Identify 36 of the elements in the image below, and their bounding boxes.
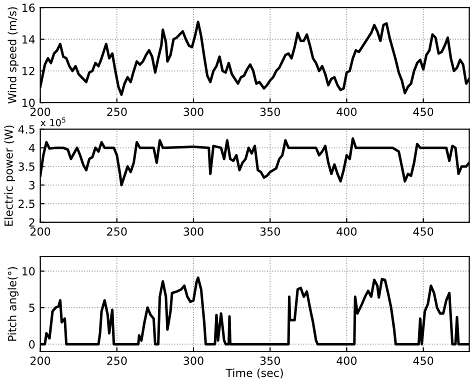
x-tick-label: 400 [336, 227, 357, 236]
x-tick-label: 250 [107, 108, 127, 116]
y-tick-label: 10 [22, 267, 35, 276]
text: x 10$^{5}$ [40, 117, 66, 126]
x-tick-label: 200 [30, 108, 50, 116]
y-axis-title: Pitch angle(°) [8, 267, 19, 341]
x-tick-label: 400 [336, 356, 357, 365]
x-tick-label: 200 [30, 356, 50, 365]
y-tick-label: 14 [22, 35, 35, 44]
x-tick-label: 300 [184, 108, 204, 116]
x-tick-label: 250 [107, 356, 127, 365]
y-tick-label: 2.5 [18, 200, 34, 208]
y-tick-label: 12 [22, 66, 34, 76]
x-tick-label: 450 [413, 227, 434, 236]
y-tick-label: 0 [29, 340, 35, 349]
x-tick-label: 200 [30, 227, 50, 236]
x-tick-label: 350 [260, 108, 280, 116]
y-axis-title: Wind speed (m/s) [8, 7, 19, 104]
x-tick-label: 450 [413, 108, 434, 116]
x-axis-title: Time (sec) [226, 368, 283, 378]
x-tick-label: 250 [107, 227, 127, 236]
x-tick-label: 350 [260, 356, 280, 365]
y-tick-label: 3.5 [18, 162, 34, 171]
y-tick-label: 5 [29, 304, 34, 312]
x-tick-label: 350 [260, 227, 280, 236]
x-tick-label: 400 [336, 108, 357, 116]
y-tick-label: 10 [22, 98, 35, 107]
y-tick-label: 2 [29, 218, 34, 227]
y-tick-label: 4 [28, 144, 35, 152]
y-tick-label: 16 [22, 4, 35, 12]
y-axis-title: Electric power (W) [4, 126, 15, 226]
x-tick-label: 300 [184, 227, 204, 236]
x-tick-label: 300 [184, 356, 204, 365]
y-tick-label: 3 [29, 181, 35, 190]
y-tick-label: 4.5 [18, 125, 34, 134]
x-tick-label: 450 [413, 356, 434, 365]
